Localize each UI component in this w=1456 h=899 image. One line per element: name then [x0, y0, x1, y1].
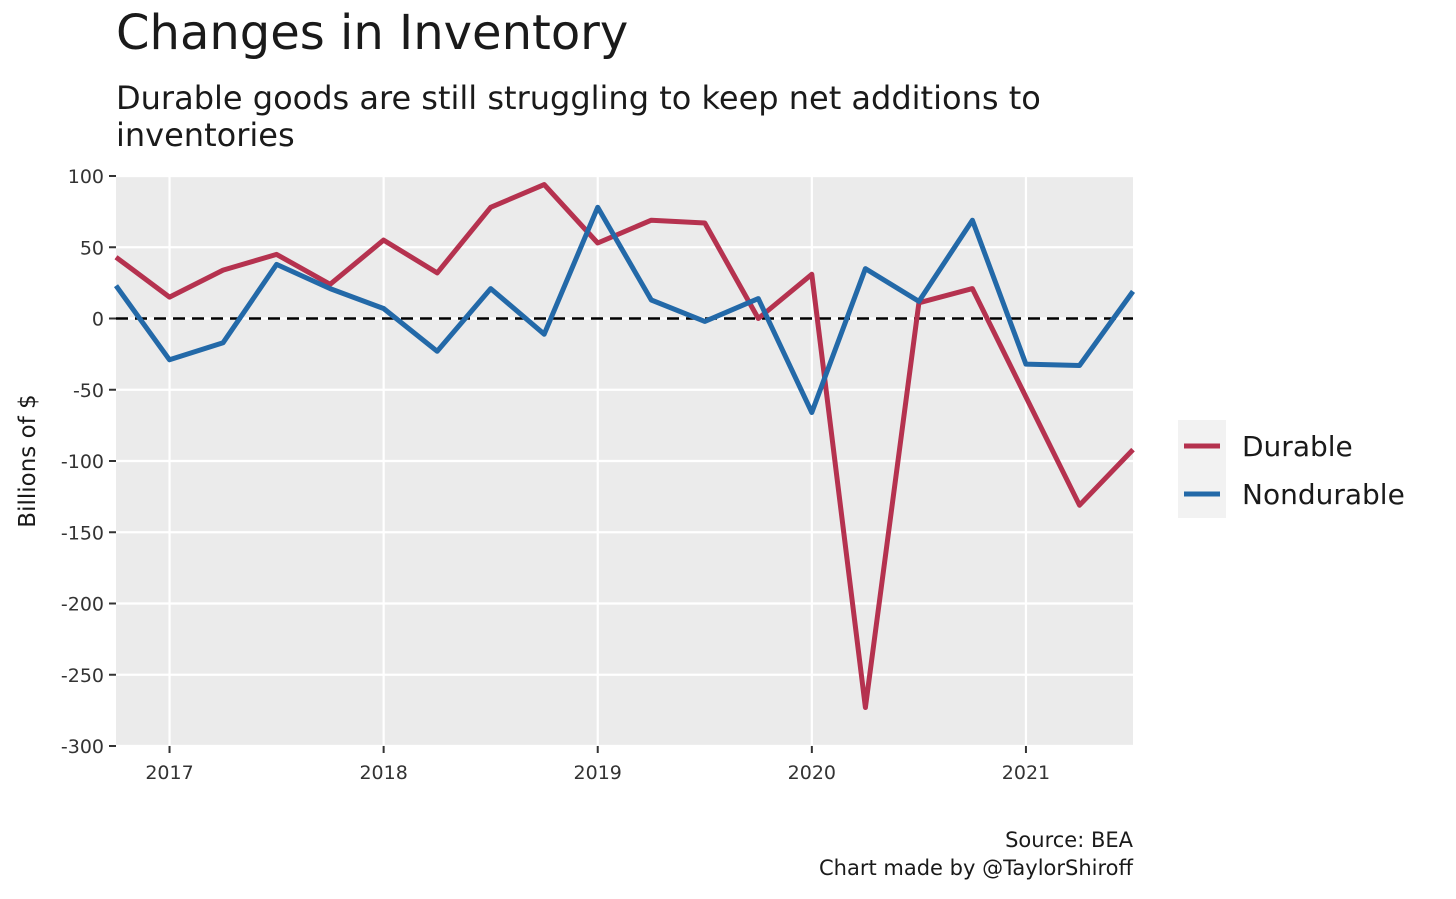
- y-tick-label: 100: [68, 166, 104, 188]
- credit-caption: Chart made by @TaylorShiroff: [819, 856, 1133, 880]
- legend-label-durable: Durable: [1242, 430, 1353, 463]
- y-tick-label: -250: [61, 665, 104, 687]
- series-line-durable: [114, 182, 1135, 710]
- chart-subtitle: Durable goods are still struggling to ke…: [116, 79, 1041, 154]
- x-tick-label: 2021: [1002, 762, 1050, 784]
- y-tick-label: -100: [61, 451, 104, 473]
- y-tick-label: -300: [61, 736, 104, 758]
- chart-title: Changes in Inventory: [116, 5, 629, 61]
- series-line-nondurable: [113, 204, 1136, 415]
- legend: Durable Nondurable: [1178, 420, 1405, 518]
- axes: 100 50 0 -50 -100 -150 -200 -250 -300 2017 2018 201…: [61, 166, 1050, 784]
- series-lines: [113, 182, 1136, 710]
- source-caption: Source: BEA: [1005, 828, 1133, 852]
- legend-label-nondurable: Nondurable: [1242, 478, 1405, 511]
- y-tick-label: 50: [80, 237, 104, 259]
- y-axis-label: Billions of $: [15, 394, 41, 527]
- x-tick-label: 2017: [145, 762, 193, 784]
- y-tick-label: -50: [73, 380, 104, 402]
- y-tick-label: -200: [61, 594, 104, 616]
- y-tick-label: 0: [92, 309, 104, 331]
- legend-background: [1178, 420, 1226, 518]
- x-tick-label: 2019: [574, 762, 622, 784]
- grid-lines: [116, 174, 1133, 748]
- y-tick-label: -150: [61, 522, 104, 544]
- x-tick-label: 2020: [788, 762, 836, 784]
- x-tick-label: 2018: [359, 762, 407, 784]
